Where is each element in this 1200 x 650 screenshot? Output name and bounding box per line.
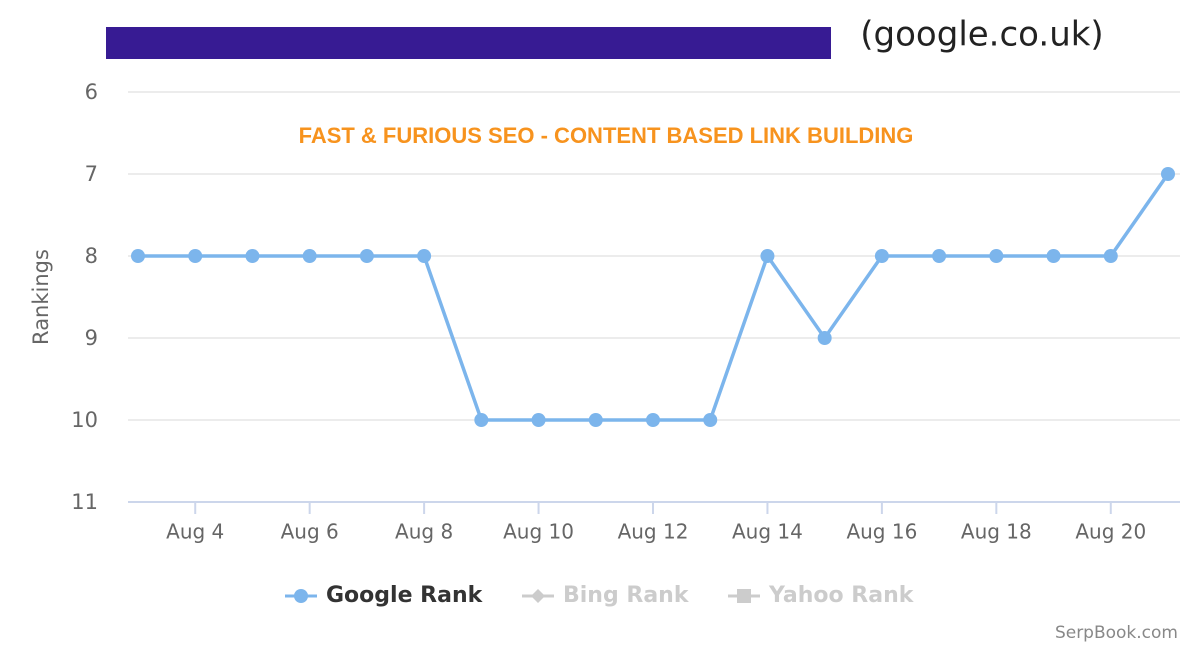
x-tick-label: Aug 18 [961,520,1032,544]
y-tick-label: 7 [85,162,98,186]
legend-label: Google Rank [326,583,484,608]
point [245,249,260,263]
point [474,413,489,427]
x-tick-label: Aug 4 [166,520,224,544]
x-tick-label: Aug 6 [281,520,339,544]
x-tick-label: Aug 14 [732,520,803,544]
point [531,413,546,427]
legend-marker [294,589,308,603]
point [817,331,832,345]
point [989,249,1004,263]
y-tick-label: 6 [85,80,98,104]
point [646,413,660,427]
point [302,249,317,263]
point [359,249,374,263]
point [1046,249,1061,263]
y-tick-label: 8 [85,244,98,268]
y-tick-label: 10 [71,408,98,432]
point [703,413,718,427]
point [131,249,145,263]
x-tick-label: Aug 10 [503,520,574,544]
legend-label: Bing Rank [563,583,690,608]
y-axis-label: Rankings [29,249,53,345]
x-tick-label: Aug 8 [395,520,453,544]
legend-label: Yahoo Rank [768,583,915,608]
point [760,249,775,263]
legend-marker [737,589,751,603]
series-line [138,172,1170,422]
x-tick-label: Aug 16 [846,520,917,544]
title-banner [106,27,831,59]
legend-marker [531,589,545,603]
site-label: (google.co.uk) [860,15,1103,55]
point [1161,167,1175,181]
y-tick-label: 9 [85,326,98,350]
y-tick-label: 11 [71,490,98,514]
x-tick-label: Aug 20 [1075,520,1146,544]
point [932,249,947,263]
point [1103,249,1118,263]
x-tick-label: Aug 12 [618,520,689,544]
chart-title: FAST & FURIOUS SEO - CONTENT BASED LINK … [299,123,914,148]
point [188,249,203,263]
point [588,413,603,427]
credit: SerpBook.com [1055,623,1178,643]
point [874,249,889,263]
point [417,249,432,263]
